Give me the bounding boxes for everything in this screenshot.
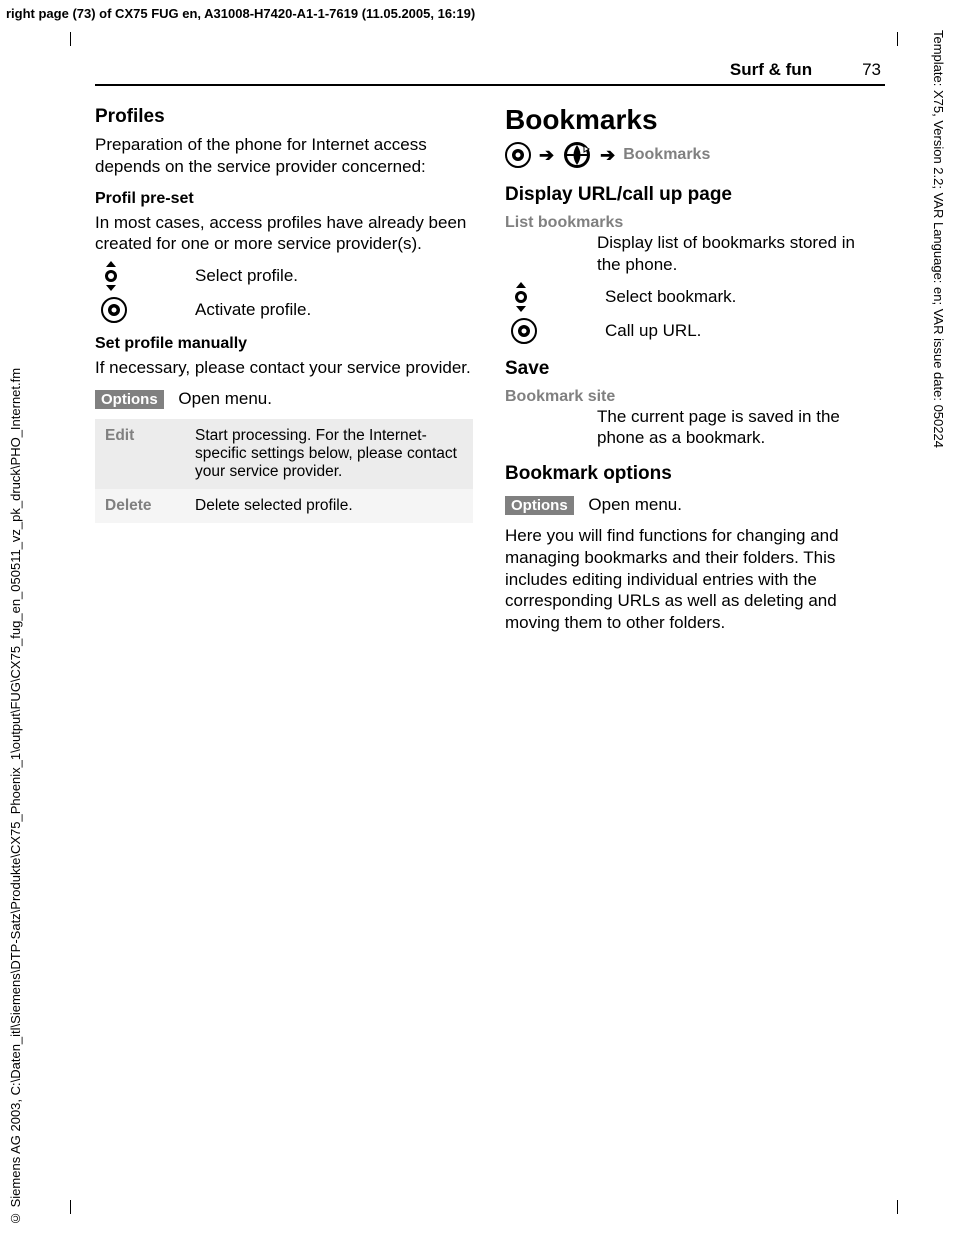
crop-mark <box>70 1200 84 1214</box>
bookmarks-menu-label: Bookmarks <box>623 146 710 164</box>
bookmarks-title: Bookmarks <box>505 104 883 136</box>
joystick-updown-icon <box>511 282 541 312</box>
joystick-press-icon <box>511 318 541 344</box>
bookmark-options-body: Here you will find functions for changin… <box>505 525 883 634</box>
joystick-press-icon <box>505 142 531 168</box>
manual-heading: Set profile manually <box>95 335 473 353</box>
edit-text: Start processing. For the Internet-speci… <box>185 419 473 489</box>
select-bookmark-row: Select bookmark. <box>511 282 883 312</box>
joystick-press-icon <box>101 297 131 323</box>
profile-options-table: Edit Start processing. For the Internet-… <box>95 419 473 523</box>
delete-label: Delete <box>95 489 185 523</box>
options-open-menu-right: Options Open menu. <box>505 495 883 515</box>
edit-label: Edit <box>95 419 185 489</box>
select-profile-text: Select profile. <box>195 266 473 286</box>
table-row: Delete Delete selected profile. <box>95 489 473 523</box>
globe-icon <box>562 140 592 170</box>
options-softkey: Options <box>95 390 164 409</box>
bookmark-site-text: The current page is saved in the phone a… <box>597 406 883 450</box>
crop-mark <box>70 32 84 46</box>
bookmark-site-label: Bookmark site <box>505 388 883 406</box>
page-content: Surf & fun 73 Profiles Preparation of th… <box>95 60 885 640</box>
delete-text: Delete selected profile. <box>185 489 473 523</box>
activate-profile-text: Activate profile. <box>195 300 473 320</box>
activate-profile-row: Activate profile. <box>101 297 473 323</box>
left-column: Profiles Preparation of the phone for In… <box>95 104 473 640</box>
select-profile-row: Select profile. <box>101 261 473 291</box>
running-header: Surf & fun 73 <box>95 60 885 86</box>
crop-mark <box>884 1200 898 1214</box>
preset-heading: Profil pre-set <box>95 190 473 208</box>
page-meta-header: right page (73) of CX75 FUG en, A31008-H… <box>6 6 475 21</box>
call-url-text: Call up URL. <box>605 321 883 341</box>
menu-path: ➔ ➔ Bookmarks <box>505 140 883 170</box>
profiles-intro: Preparation of the phone for Internet ac… <box>95 134 473 178</box>
arrow-icon: ➔ <box>600 145 615 166</box>
list-bookmarks-label: List bookmarks <box>505 214 883 232</box>
manual-body: If necessary, please contact your servic… <box>95 357 473 379</box>
arrow-icon: ➔ <box>539 145 554 166</box>
right-column: Bookmarks ➔ <box>505 104 883 640</box>
open-menu-text: Open menu. <box>588 495 682 514</box>
call-url-row: Call up URL. <box>511 318 883 344</box>
options-open-menu: Options Open menu. <box>95 389 473 409</box>
copyright-meta-left: © Siemens AG 2003, C:\Daten_itl\Siemens\… <box>8 336 23 1226</box>
bookmark-options-heading: Bookmark options <box>505 463 883 485</box>
preset-body: In most cases, access profiles have alre… <box>95 212 473 256</box>
options-softkey: Options <box>505 496 574 515</box>
section-title: Surf & fun <box>730 60 812 80</box>
profiles-heading: Profiles <box>95 106 473 128</box>
save-heading: Save <box>505 358 883 380</box>
open-menu-text: Open menu. <box>178 389 272 408</box>
list-bookmarks-text: Display list of bookmarks stored in the … <box>597 232 883 276</box>
select-bookmark-text: Select bookmark. <box>605 287 883 307</box>
joystick-updown-icon <box>101 261 131 291</box>
page-number: 73 <box>862 60 881 80</box>
table-row: Edit Start processing. For the Internet-… <box>95 419 473 489</box>
crop-mark <box>884 32 898 46</box>
display-url-heading: Display URL/call up page <box>505 184 883 206</box>
template-meta-right: Template: X75, Version 2.2; VAR Language… <box>931 30 946 730</box>
